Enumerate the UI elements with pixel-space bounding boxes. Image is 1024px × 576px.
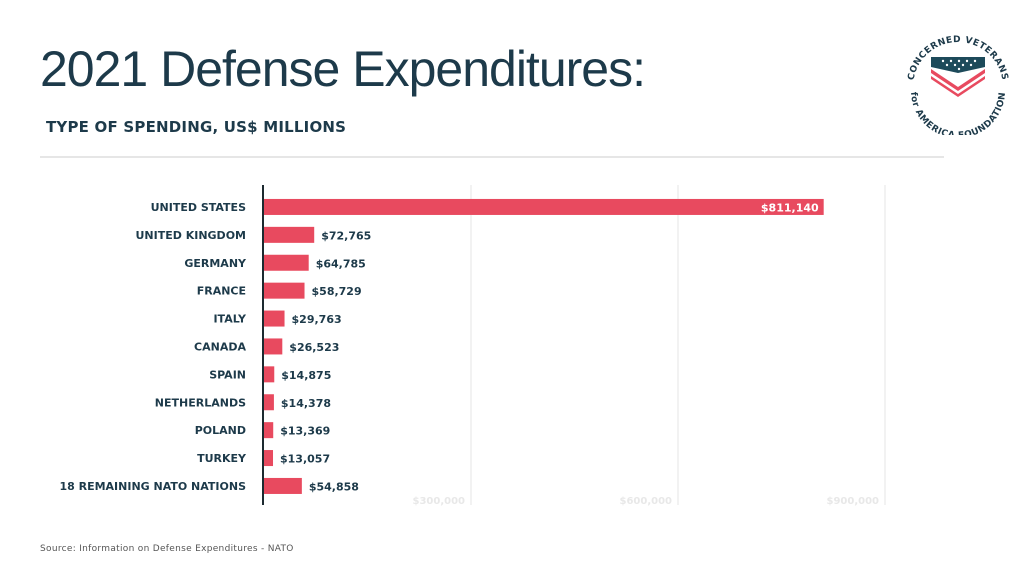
value-label: $13,057 (280, 453, 330, 466)
value-label: $58,729 (312, 285, 362, 298)
category-label: 18 REMAINING NATO NATIONS (59, 480, 246, 493)
category-label: FRANCE (197, 285, 246, 298)
source-note: Source: Information on Defense Expenditu… (40, 544, 294, 554)
category-label: GERMANY (184, 257, 247, 270)
bar (264, 338, 283, 355)
chart-subtitle: TYPE OF SPENDING, US$ MILLIONS (46, 118, 347, 136)
bar (264, 254, 309, 271)
bar (264, 450, 274, 467)
x-tick-label: $900,000 (826, 496, 879, 507)
value-label: $72,765 (321, 229, 371, 242)
concerned-veterans-logo: CONCERNED VETERANS for AMERICA FOUNDATIO… (895, 35, 1021, 141)
value-label: $811,140 (761, 201, 819, 214)
value-label: $26,523 (289, 341, 339, 354)
value-label: $13,369 (280, 425, 330, 438)
divider (40, 156, 944, 158)
x-tick-label: $600,000 (619, 496, 672, 507)
bar (264, 282, 305, 299)
bar (264, 310, 285, 327)
category-label: CANADA (194, 340, 246, 353)
bar (264, 477, 302, 494)
value-label: $29,763 (292, 313, 342, 326)
category-label: UNITED KINGDOM (136, 229, 247, 242)
bar (264, 422, 274, 439)
value-label: $14,378 (281, 397, 331, 410)
category-label: SPAIN (209, 368, 246, 381)
category-label: TURKEY (197, 452, 247, 465)
chart-title: 2021 Defense Expenditures: (40, 41, 646, 97)
flag-shield-icon (931, 57, 985, 97)
bar (264, 366, 275, 383)
bar (264, 198, 824, 215)
category-label: POLAND (195, 424, 246, 437)
category-label: NETHERLANDS (155, 396, 246, 409)
x-tick-label: $300,000 (412, 496, 465, 507)
value-label: $14,875 (281, 369, 331, 382)
value-label: $64,785 (316, 257, 366, 270)
bar (264, 226, 315, 243)
category-label: UNITED STATES (151, 201, 246, 214)
category-label: ITALY (213, 313, 247, 326)
bar (264, 394, 274, 411)
value-label: $54,858 (309, 480, 359, 493)
